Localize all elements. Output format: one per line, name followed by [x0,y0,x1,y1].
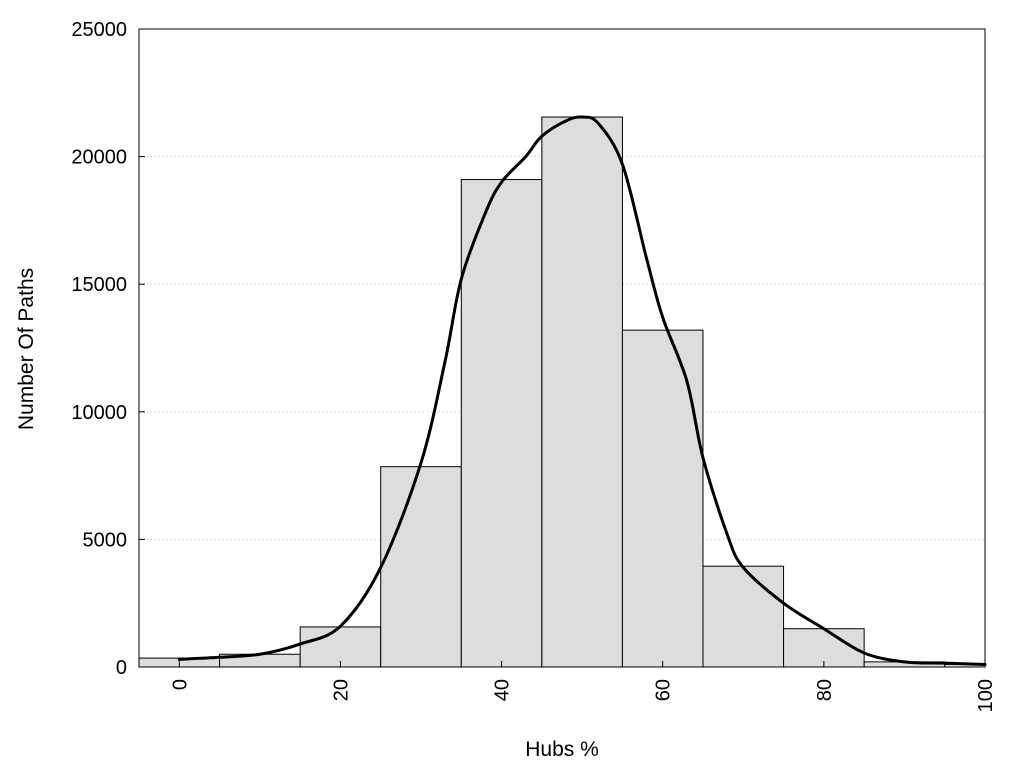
y-gridlines [139,156,985,540]
y-tick-label-2: 10000 [71,402,127,424]
x-tick-label-1: 20 [330,679,352,701]
x-tick-label-4: 80 [814,679,836,701]
histogram-bar-4 [460,179,543,668]
histogram-bar-2 [299,626,382,668]
x-tick-label-0: 0 [169,679,191,690]
density-curve [177,115,987,666]
y-axis-ticks: 0 5000 10000 15000 20000 25000 [71,19,145,679]
histogram-bar-5 [541,116,623,668]
histogram-bars [138,116,986,668]
plot-frame [138,28,986,668]
x-axis-label: Hubs % [525,738,599,761]
y-axis-label: Number Of Paths [15,268,38,430]
x-tick-label-5: 100 [975,679,997,712]
y-tick-label-3: 15000 [71,274,127,296]
x-tick-label-3: 60 [653,679,675,701]
y-tick-label-1: 5000 [83,529,128,551]
x-axis-ticks: 0 20 40 60 80 100 [169,661,997,712]
x-tick-label-2: 40 [492,679,514,701]
y-tick-label-4: 20000 [71,147,127,169]
y-tick-label-0: 0 [116,657,127,679]
histogram-bar-3 [380,466,462,668]
histogram-bar-6 [621,329,704,668]
histogram-bar-7 [702,565,785,668]
y-tick-label-5: 25000 [71,19,127,41]
